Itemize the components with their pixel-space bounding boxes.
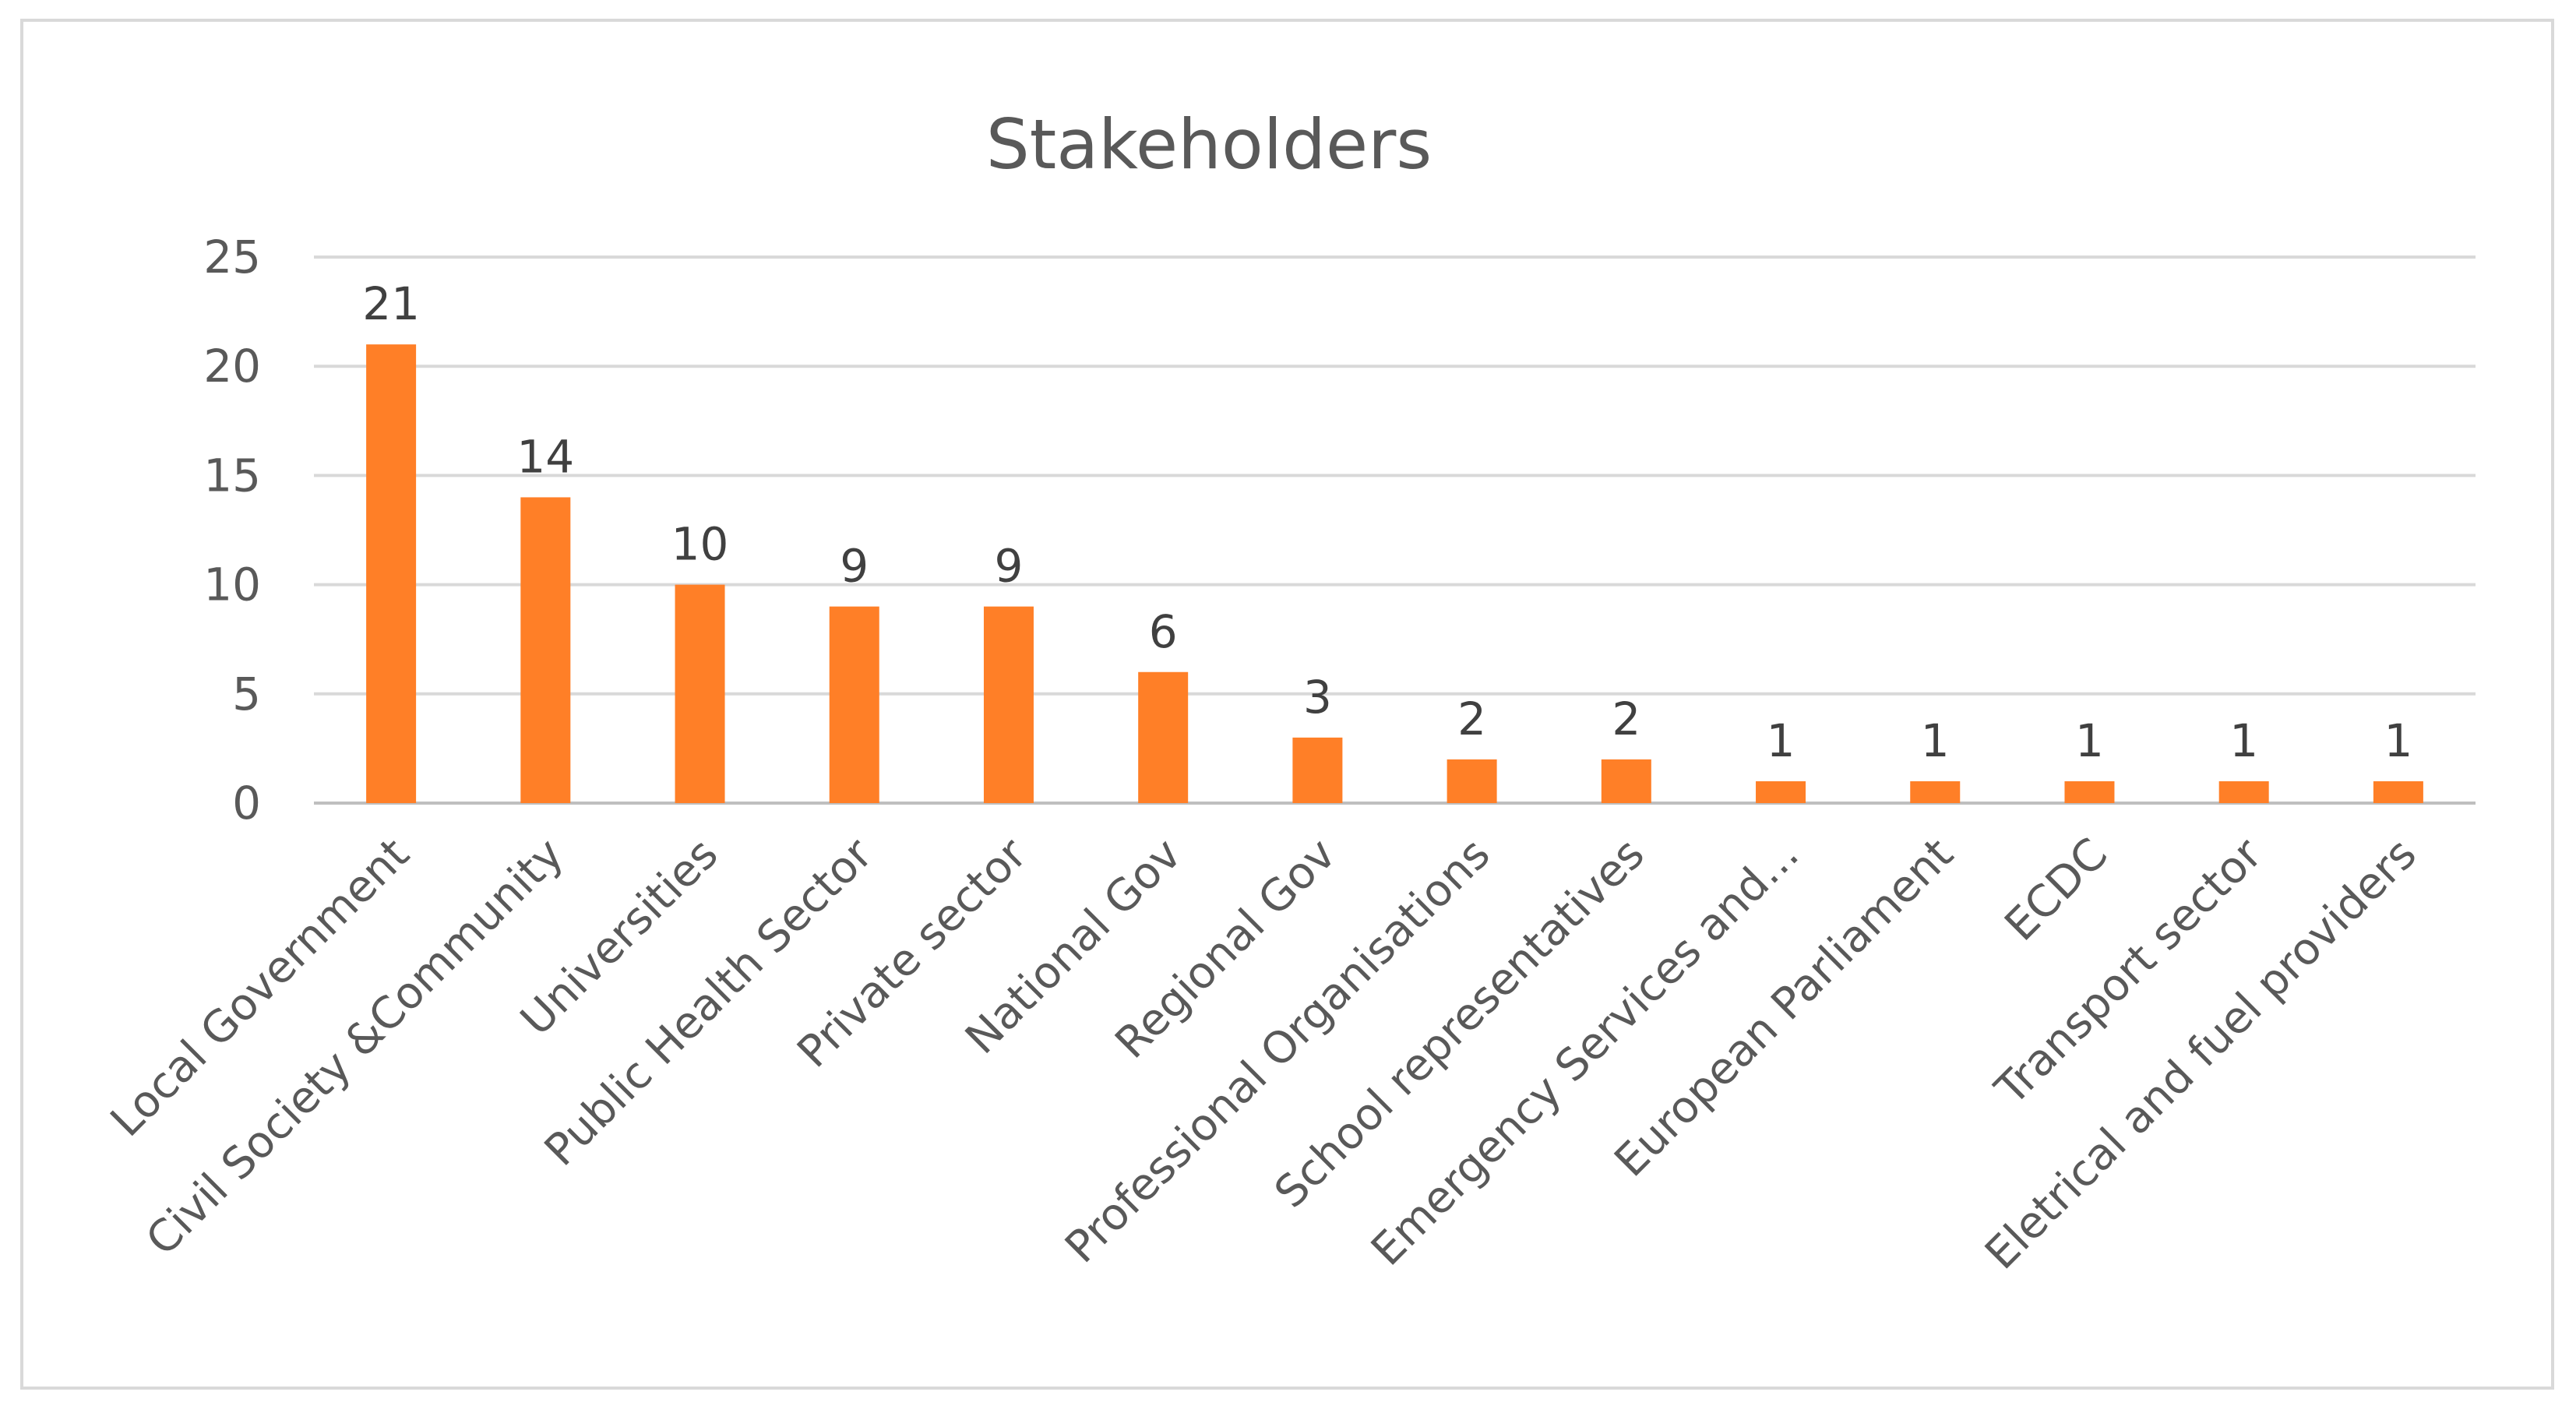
- data-label: 1: [1921, 714, 1950, 767]
- y-tick-label: 15: [203, 449, 261, 502]
- bar: [2373, 780, 2423, 803]
- y-tick-label: 5: [232, 668, 261, 721]
- bar: [1601, 759, 1651, 803]
- bar: [1910, 780, 1961, 803]
- data-label: 21: [362, 277, 420, 330]
- bar: [520, 497, 571, 803]
- gridlines: [314, 255, 2476, 805]
- chart-title: Stakeholders: [986, 104, 1432, 185]
- y-tick-label: 25: [203, 231, 261, 284]
- data-label: 2: [1457, 692, 1486, 745]
- bar: [1292, 737, 1343, 803]
- chart-frame: [20, 19, 2554, 1390]
- data-label: 9: [840, 540, 869, 593]
- data-label: 3: [1303, 671, 1332, 724]
- data-label: 1: [1767, 714, 1795, 767]
- bar: [829, 606, 879, 803]
- category-label: Local Government: [101, 829, 419, 1147]
- category-label: Transport sector: [1986, 828, 2273, 1115]
- data-label: 1: [2384, 714, 2412, 767]
- data-label: 9: [995, 540, 1024, 593]
- y-axis-ticks: 0 5 10 15 20 25: [203, 231, 261, 830]
- bar: [983, 606, 1034, 803]
- bars: [366, 344, 2423, 803]
- bar: [366, 344, 417, 803]
- data-label: 10: [671, 518, 729, 571]
- data-label: 14: [516, 430, 574, 483]
- category-label: ECDC: [1996, 829, 2118, 951]
- bar: [1138, 671, 1189, 803]
- bar: [2064, 780, 2115, 803]
- bar: [1447, 759, 1497, 803]
- bar: [2218, 780, 2269, 803]
- y-tick-label: 0: [232, 777, 261, 830]
- data-label: 1: [2229, 714, 2258, 767]
- bar: [675, 584, 725, 803]
- bar: [1756, 780, 1806, 803]
- y-tick-label: 10: [203, 559, 261, 611]
- data-label: 2: [1612, 692, 1640, 745]
- data-label: 6: [1149, 605, 1178, 658]
- data-label: 1: [2075, 714, 2104, 767]
- y-tick-label: 20: [203, 340, 261, 393]
